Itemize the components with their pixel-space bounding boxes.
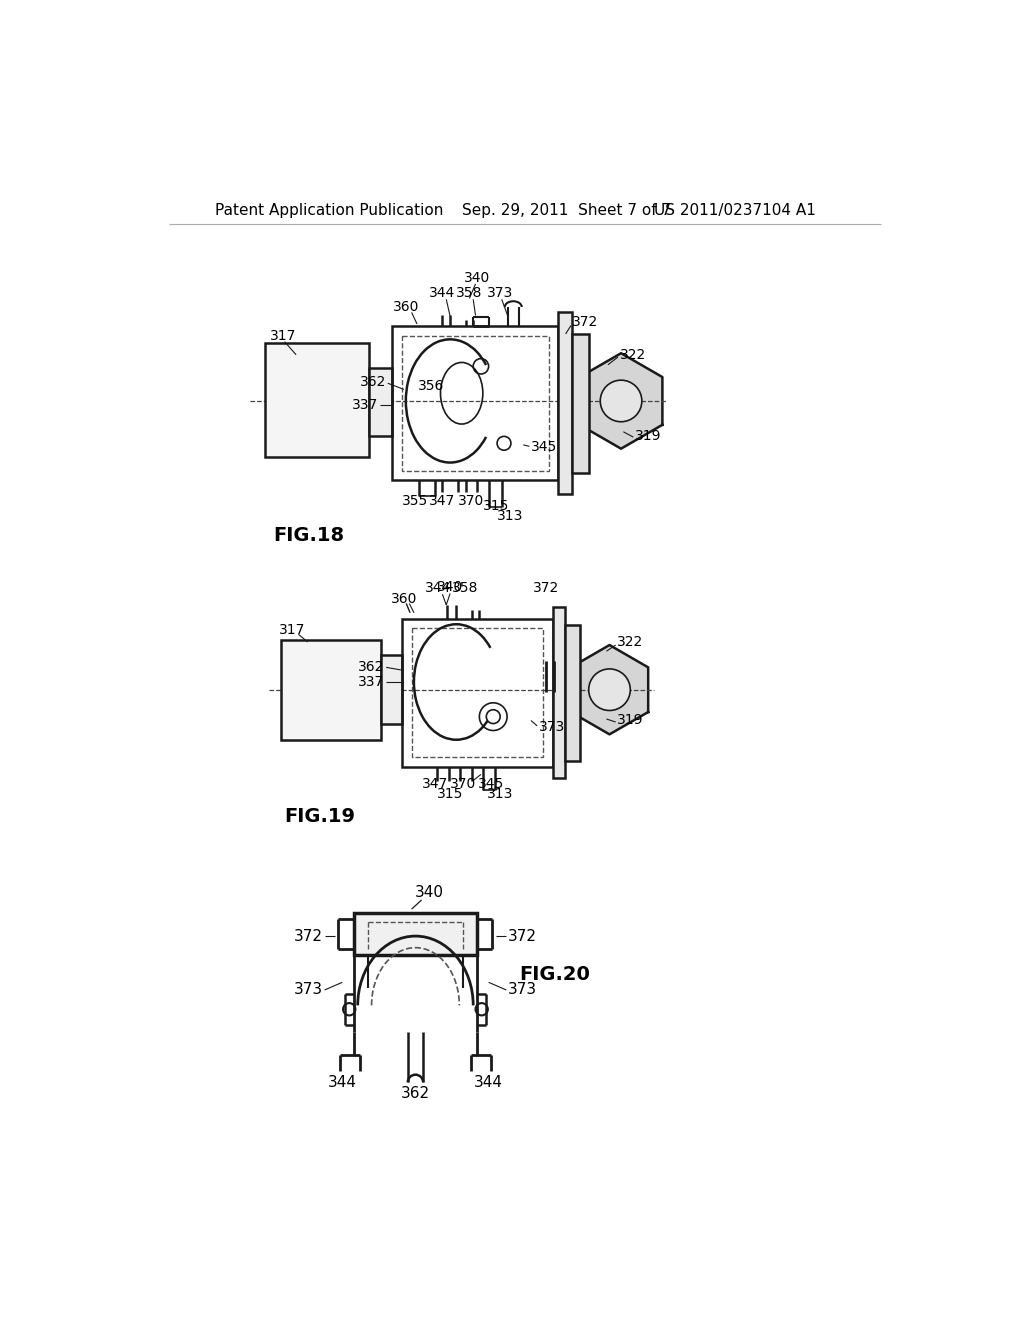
Text: Sep. 29, 2011  Sheet 7 of 7: Sep. 29, 2011 Sheet 7 of 7 xyxy=(462,203,671,218)
Text: 344: 344 xyxy=(429,286,456,300)
Text: 317: 317 xyxy=(280,623,305,636)
Text: US 2011/0237104 A1: US 2011/0237104 A1 xyxy=(654,203,816,218)
Circle shape xyxy=(589,669,631,710)
Text: 337: 337 xyxy=(358,675,385,689)
Text: 373: 373 xyxy=(487,286,513,300)
Text: 347: 347 xyxy=(422,776,447,791)
Text: 319: 319 xyxy=(635,429,662,442)
Text: FIG.19: FIG.19 xyxy=(285,808,355,826)
Circle shape xyxy=(486,710,500,723)
Text: 340: 340 xyxy=(437,581,463,594)
Text: 313: 313 xyxy=(497,510,523,524)
Text: 362: 362 xyxy=(359,375,386,388)
Text: 372: 372 xyxy=(294,928,323,944)
Bar xyxy=(571,334,589,473)
Text: 360: 360 xyxy=(393,300,420,314)
Text: 373: 373 xyxy=(294,982,323,998)
Text: 315: 315 xyxy=(437,788,463,801)
Bar xyxy=(370,368,392,436)
Polygon shape xyxy=(580,354,663,449)
Text: 358: 358 xyxy=(453,581,478,595)
Text: FIG.20: FIG.20 xyxy=(519,965,590,985)
Text: 344: 344 xyxy=(474,1074,503,1090)
Bar xyxy=(381,655,402,725)
Bar xyxy=(558,313,571,494)
Text: 372: 372 xyxy=(508,928,537,944)
Bar xyxy=(401,335,549,471)
Text: 344: 344 xyxy=(328,1074,356,1090)
Bar xyxy=(402,619,553,767)
Text: 358: 358 xyxy=(456,286,482,300)
Bar xyxy=(553,607,565,779)
Circle shape xyxy=(600,380,642,422)
Text: 370: 370 xyxy=(458,494,484,508)
Text: 344: 344 xyxy=(425,581,452,595)
Text: 345: 345 xyxy=(478,776,504,791)
Text: 355: 355 xyxy=(402,494,429,508)
Text: 322: 322 xyxy=(620,347,646,362)
Text: 356: 356 xyxy=(418,379,444,392)
Text: 347: 347 xyxy=(429,494,456,508)
Text: 372: 372 xyxy=(534,581,559,595)
Bar xyxy=(281,640,381,739)
Text: 362: 362 xyxy=(401,1086,430,1101)
Bar xyxy=(354,913,477,956)
Text: 373: 373 xyxy=(539,719,565,734)
Text: 362: 362 xyxy=(358,660,385,673)
Text: 337: 337 xyxy=(352,397,379,412)
Bar xyxy=(265,343,370,457)
Text: 319: 319 xyxy=(617,714,644,727)
Polygon shape xyxy=(570,645,648,734)
Text: 340: 340 xyxy=(464,271,490,285)
Bar xyxy=(412,628,544,758)
Text: FIG.18: FIG.18 xyxy=(273,527,344,545)
Text: 322: 322 xyxy=(617,635,643,649)
Text: 372: 372 xyxy=(571,315,598,330)
Bar xyxy=(565,626,581,760)
Text: 340: 340 xyxy=(415,884,443,900)
Text: 345: 345 xyxy=(531,440,557,454)
Text: 370: 370 xyxy=(451,776,476,791)
Text: 315: 315 xyxy=(483,499,510,513)
Text: 360: 360 xyxy=(391,591,417,606)
Text: 373: 373 xyxy=(508,982,537,998)
Text: Patent Application Publication: Patent Application Publication xyxy=(215,203,443,218)
Text: 313: 313 xyxy=(487,788,513,801)
Bar xyxy=(392,326,558,480)
Text: 317: 317 xyxy=(270,329,296,342)
